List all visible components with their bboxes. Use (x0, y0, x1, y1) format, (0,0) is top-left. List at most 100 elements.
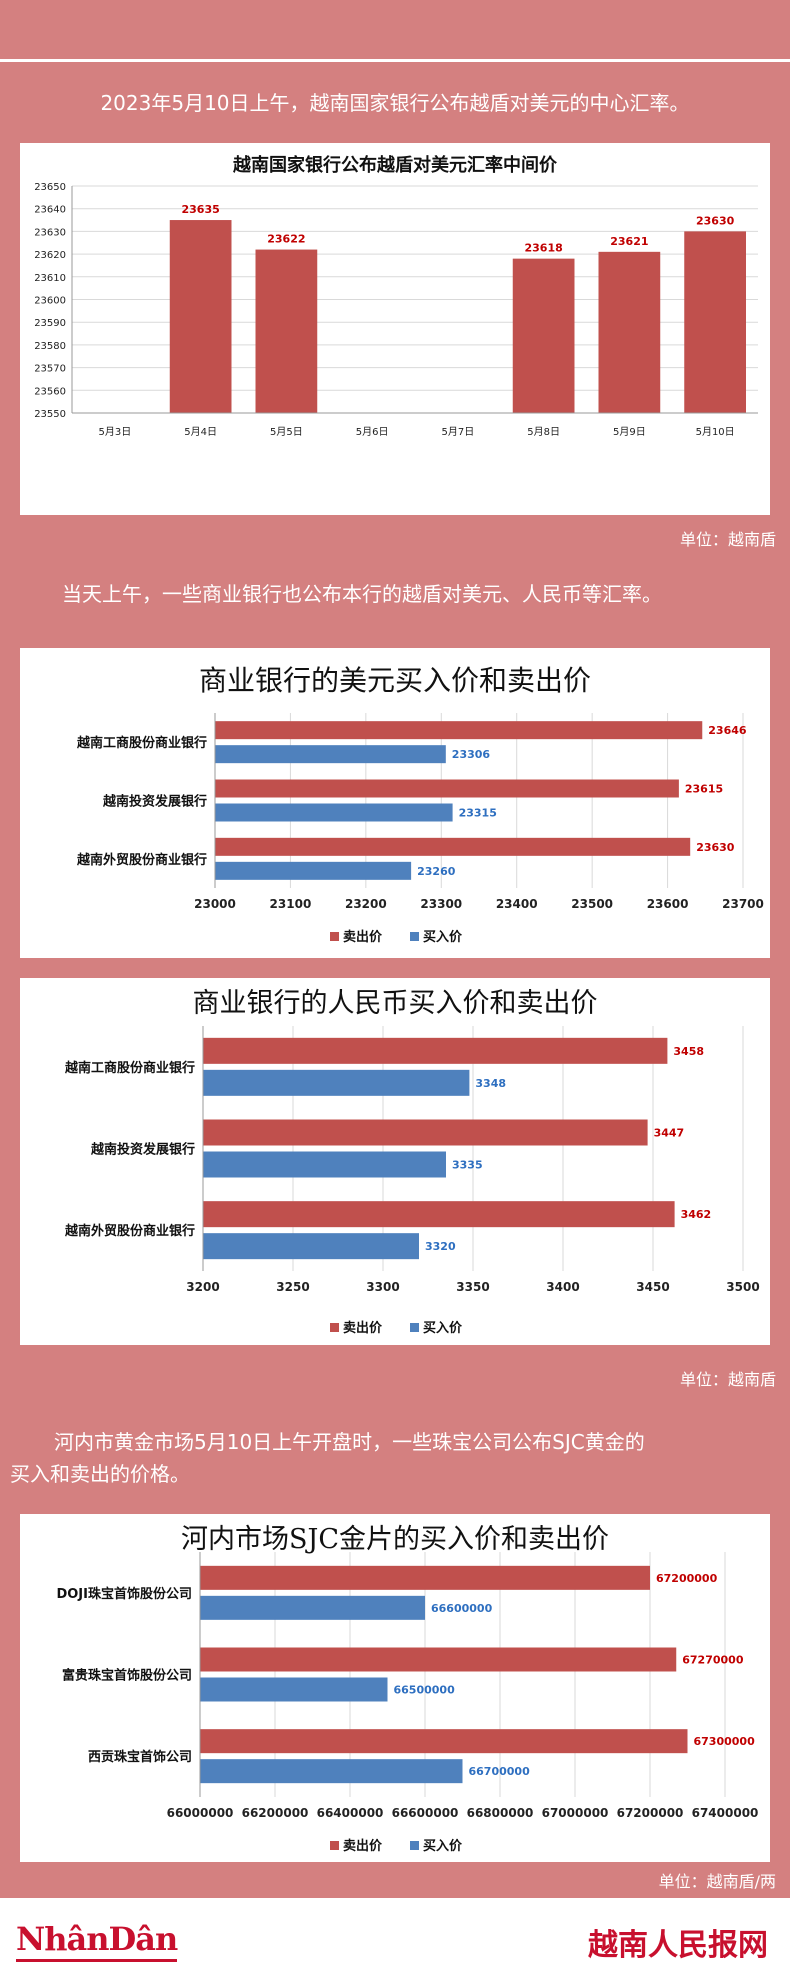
chart-title: 商业银行的美元买入价和卖出价 (199, 664, 591, 697)
data-label: 23622 (267, 233, 305, 246)
nhandan-logo[interactable]: NhânDân (16, 1920, 178, 1962)
cny-bank-chart: 商业银行的人民币买入价和卖出价 3200 3250 3300 3350 3400 3450 3… (64, 988, 760, 1336)
bar (598, 251, 661, 413)
x-tick-label: 5月9日 (613, 426, 646, 438)
unit-label-1: 单位：越南盾 (679, 530, 776, 549)
bar-buy (200, 1759, 463, 1784)
x-tick-label: 66800000 (467, 1806, 534, 1820)
bar-buy (215, 861, 412, 880)
legend-label-buy: 买入价 (423, 930, 463, 945)
category-label: 越南投资发展银行 (102, 794, 207, 810)
x-tick-label: 5月5日 (270, 426, 303, 438)
x-tick-label: 23200 (345, 897, 387, 911)
intro-text-1: 2023年5月10日上午，越南国家银行公布越盾对美元的中心汇率。 (100, 91, 690, 115)
bar (169, 220, 232, 413)
x-tick-label: 3350 (456, 1280, 489, 1294)
chart-panel-4: 河内市场SJC金片的买入价和卖出价 66000000 66200000 6640000… (20, 1514, 770, 1862)
x-tick-label: 23700 (722, 897, 764, 911)
data-label-sell: 3447 (654, 1127, 685, 1140)
x-tick-label: 23500 (571, 897, 613, 911)
y-tick-label: 23620 (34, 250, 66, 261)
data-label-buy: 3348 (475, 1077, 506, 1090)
y-tick-label: 23570 (34, 364, 66, 375)
legend-swatch-buy (410, 1841, 419, 1850)
sjc-gold-chart: 河内市场SJC金片的买入价和卖出价 66000000 66200000 6640000… (56, 1524, 759, 1854)
bar-sell (200, 1729, 688, 1754)
category-label: 越南投资发展银行 (90, 1142, 195, 1158)
x-tick-label: 66400000 (317, 1806, 384, 1820)
intro-text-3b: 买入和卖出的价格。 (10, 1462, 190, 1486)
data-label-sell: 23646 (708, 724, 747, 737)
x-tick-label: 5月7日 (442, 426, 475, 438)
category-label: 富贵珠宝首饰股份公司 (62, 1668, 192, 1684)
data-label-sell: 3458 (673, 1045, 704, 1058)
legend-swatch-buy (410, 932, 419, 941)
bar (512, 258, 575, 413)
data-label-sell: 3462 (681, 1208, 712, 1221)
bar-sell (200, 1565, 650, 1590)
legend-swatch-buy (410, 1323, 419, 1332)
bar-buy (200, 1677, 388, 1702)
category-label: DOJI珠宝首饰股份公司 (56, 1586, 192, 1602)
x-tick-label: 23100 (270, 897, 312, 911)
bar (684, 231, 746, 413)
chart-panel-2: 商业银行的美元买入价和卖出价 23000 23100 23200 23300 23400 2… (20, 648, 770, 958)
data-label: 23630 (696, 214, 735, 227)
y-tick-label: 23590 (34, 318, 66, 329)
data-label-buy: 3335 (452, 1159, 483, 1172)
data-label-buy: 66700000 (469, 1765, 531, 1778)
category-label: 越南工商股份商业银行 (64, 1060, 195, 1076)
data-label-buy: 23315 (459, 807, 497, 820)
bar-buy (203, 1151, 446, 1178)
bar-sell (203, 1119, 648, 1146)
legend-swatch-sell (330, 932, 339, 941)
intro-text-2: 当天上午，一些商业银行也公布本行的越盾对美元、人民币等汇率。 (62, 582, 662, 606)
y-tick-label: 23610 (34, 273, 66, 284)
category-label: 越南外贸股份商业银行 (76, 852, 207, 868)
x-tick-label: 5月6日 (356, 426, 389, 438)
x-tick-label: 3400 (546, 1280, 579, 1294)
data-label: 23621 (610, 235, 648, 248)
x-tick-label: 5月3日 (99, 426, 132, 438)
bar-buy (203, 1233, 419, 1260)
x-tick-label: 5月10日 (696, 426, 735, 438)
bar-sell (215, 837, 691, 856)
x-tick-label: 23400 (496, 897, 538, 911)
x-tick-label: 67200000 (617, 1806, 684, 1820)
y-tick-label: 23630 (34, 227, 66, 238)
bar-sell (203, 1037, 668, 1064)
x-tick-label: 66200000 (242, 1806, 309, 1820)
x-tick-label: 3500 (726, 1280, 759, 1294)
data-label-buy: 23306 (452, 748, 491, 761)
category-label: 西贡珠宝首饰公司 (88, 1749, 192, 1765)
x-tick-label: 67400000 (692, 1806, 759, 1820)
x-tick-label: 3200 (186, 1280, 219, 1294)
x-tick-label: 23000 (194, 897, 236, 911)
data-label-buy: 23260 (417, 865, 456, 878)
x-tick-label: 23600 (647, 897, 689, 911)
chart-panel-1: 越南国家银行公布越盾对美元汇率中间价 23550 23560 23570 23580 23… (20, 143, 770, 515)
data-label-sell: 23615 (685, 783, 723, 796)
unit-label-2: 单位：越南盾 (679, 1370, 776, 1389)
data-label: 23635 (181, 203, 219, 216)
usd-bank-chart: 商业银行的美元买入价和卖出价 23000 23100 23200 23300 23400 2… (76, 664, 764, 945)
x-tick-label: 3250 (276, 1280, 309, 1294)
bar-buy (203, 1069, 470, 1096)
site-logo[interactable]: 越南人民报网 (588, 1928, 768, 1963)
bar-sell (203, 1201, 675, 1228)
central-rate-chart: 越南国家银行公布越盾对美元汇率中间价 23550 23560 23570 23580 23… (34, 154, 758, 438)
legend-label-buy: 买入价 (423, 1321, 463, 1336)
legend-label-sell: 卖出价 (343, 929, 383, 945)
x-tick-label: 66000000 (167, 1806, 234, 1820)
bar-sell (200, 1647, 677, 1672)
chart-title: 越南国家银行公布越盾对美元汇率中间价 (232, 154, 558, 176)
x-tick-label: 23300 (420, 897, 462, 911)
x-tick-label: 3300 (366, 1280, 399, 1294)
y-tick-label: 23640 (34, 205, 66, 216)
legend-label-sell: 卖出价 (343, 1838, 383, 1854)
data-label-sell: 67200000 (656, 1572, 718, 1585)
data-label: 23618 (524, 242, 562, 255)
chart-title: 河内市场SJC金片的买入价和卖出价 (181, 1524, 609, 1555)
x-tick-label: 66600000 (392, 1806, 459, 1820)
footer: NhânDân 越南人民报网 (0, 1898, 790, 1975)
